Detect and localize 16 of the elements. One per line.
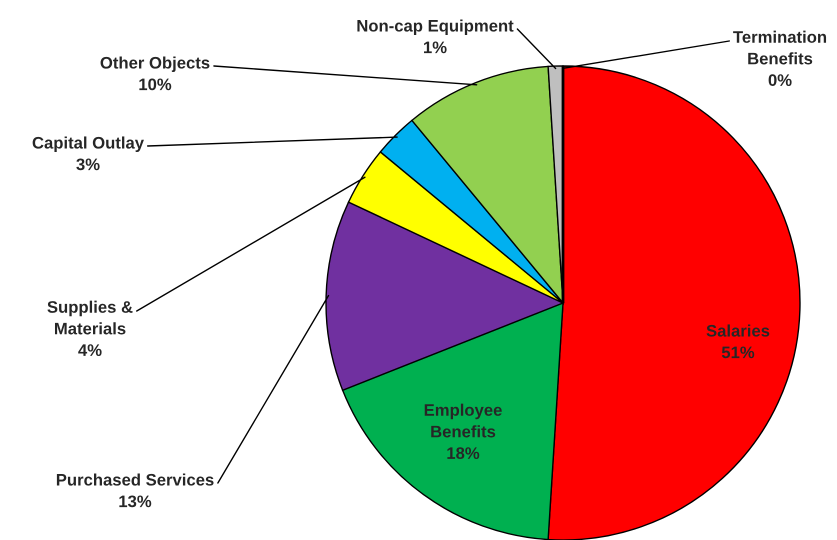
slice-label: Supplies & Materials bbox=[47, 300, 133, 334]
text: 0% bbox=[768, 74, 792, 86]
data-label: 4% bbox=[78, 344, 102, 356]
category-label: Termination Benefits bbox=[733, 30, 826, 64]
slice-label: Other Objects bbox=[100, 56, 210, 72]
slice-label: Employee Benefits bbox=[424, 404, 502, 438]
slice-label: Non-cap Equipment bbox=[357, 19, 514, 35]
data-label: 51% bbox=[722, 346, 754, 358]
slice-label: Purchased Services bbox=[56, 473, 214, 486]
data-label: 1% bbox=[424, 42, 447, 54]
slice-label: Salaries bbox=[706, 324, 770, 337]
slice-label: Capital Outlay bbox=[32, 136, 144, 152]
data-label: 13% bbox=[119, 495, 152, 508]
data-label: 10% bbox=[139, 78, 172, 90]
data-label: 3% bbox=[76, 158, 100, 170]
data-label: 18% bbox=[447, 447, 480, 460]
